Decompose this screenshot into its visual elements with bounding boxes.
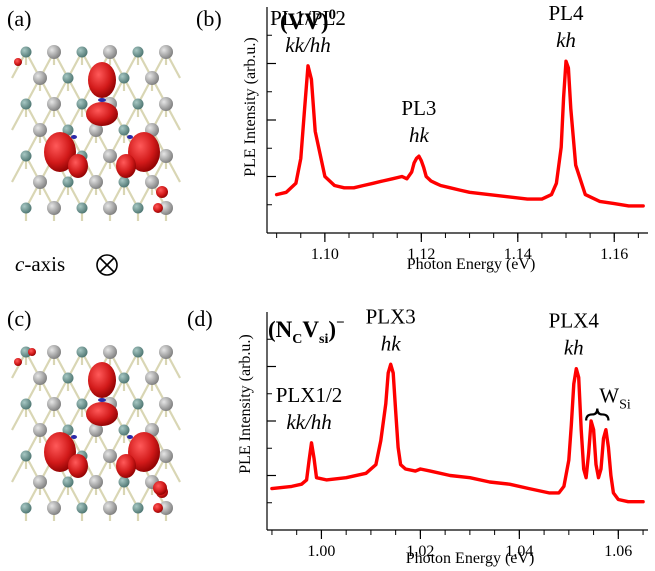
x-axis-label: Photon Energy (eV) (406, 550, 535, 567)
x-tick-label: 1.04 (505, 543, 533, 560)
lattice-atoms (20, 345, 173, 515)
x-tick-label: 1.12 (407, 246, 435, 263)
panel-label-c: (c) (7, 306, 31, 331)
x-tick-label: 1.14 (504, 246, 532, 263)
wsi-label: WSi (599, 383, 631, 412)
peak-site-label: hk (381, 331, 402, 355)
chart-ple-vv: PLE Intensity (arb.u.) Photon Energy (eV… (242, 1, 648, 273)
x-tick-label: 1.16 (600, 246, 628, 263)
into-page-icon (96, 254, 118, 276)
wsi-bracket (585, 408, 610, 421)
defect-structure-ncvsi (11, 345, 181, 521)
x-tick-label: 1.06 (604, 543, 632, 560)
peak-label: PL4 (549, 1, 585, 25)
chart-title-ncvsi: (NCVsi)− (268, 315, 345, 347)
chart-ple-ncvsi: PLE Intensity (arb.u.) Photon Energy (eV… (237, 304, 648, 567)
caxis-label: c-axis (15, 252, 65, 276)
peak-site-label: kh (564, 336, 584, 360)
x-tick-label: 1.00 (307, 543, 335, 560)
panel-label-a: (a) (7, 6, 31, 31)
orbital-lobes (14, 58, 168, 213)
orbital-lobes (14, 348, 168, 513)
peak-label: PLX3 (366, 304, 416, 328)
peak-site-label: kk/hh (286, 410, 331, 434)
peak-label: PLX4 (549, 309, 600, 333)
spectrum-line (274, 59, 645, 208)
peak-site-label: kk/hh (285, 33, 330, 57)
peak-label: PL1/PL2 (270, 6, 346, 30)
spectrum-line (270, 362, 645, 504)
peak-label: PLX1/2 (276, 383, 343, 407)
y-axis-label: PLE Intensity (arb.u.) (242, 37, 259, 177)
peak-label: PL3 (401, 96, 436, 120)
defect-structure-vv (11, 45, 181, 221)
x-tick-label: 1.02 (406, 543, 434, 560)
x-axis-label: Photon Energy (eV) (407, 256, 536, 273)
panel-label-d: (d) (187, 306, 213, 331)
peak-site-label: hk (409, 123, 430, 147)
chart-title-vv: (VV)0 (280, 7, 336, 34)
peak-site-label: kh (556, 28, 576, 52)
x-tick-label: 1.10 (311, 246, 339, 263)
panel-label-b: (b) (196, 6, 222, 31)
y-axis-label: PLE Intensity (arb.u.) (237, 334, 254, 474)
